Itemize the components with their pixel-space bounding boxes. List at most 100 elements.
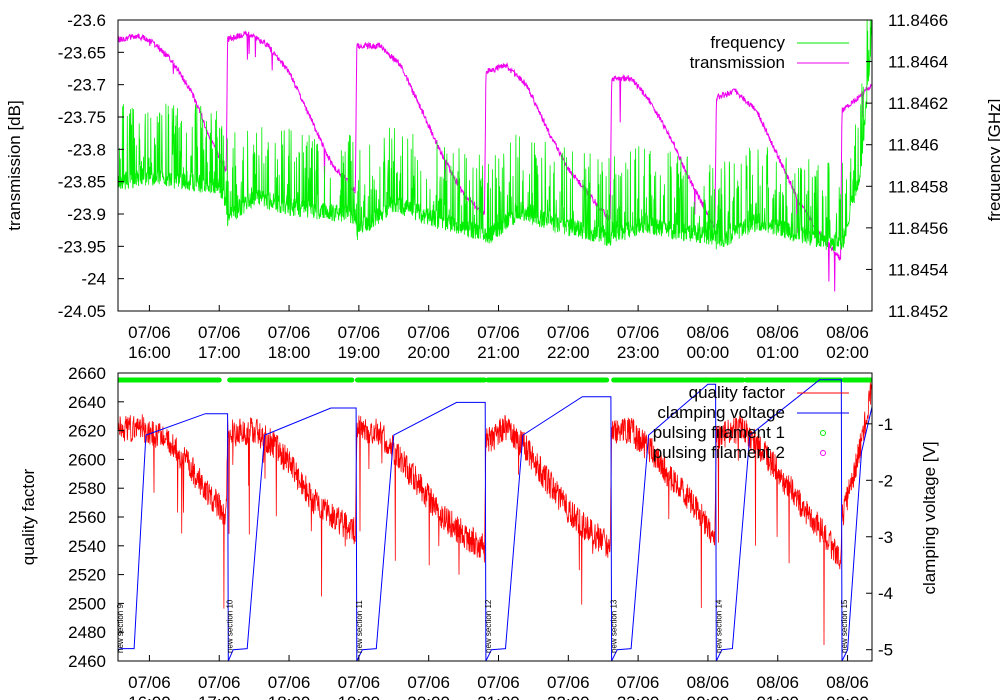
y2-tick-label: 11.8456: [888, 219, 948, 238]
y2-tick-label: 11.8458: [888, 177, 948, 196]
y-tick-label: 2520: [68, 566, 106, 585]
x-tick-date-label: 07/06: [198, 323, 241, 342]
y-tick-label: 2640: [68, 393, 106, 412]
y-tick-label: 2580: [68, 479, 106, 498]
x-tick-date-label: 07/06: [617, 673, 660, 692]
y-tick-label: 2620: [68, 422, 106, 441]
x-tick-date-label: 08/06: [826, 673, 869, 692]
y-axis-label: quality factor: [19, 468, 38, 565]
bottom-panel: new section 9 new section 10 new section 1…: [19, 364, 939, 700]
x-tick-time-label: 18:00: [268, 693, 311, 700]
y2-tick-label: -5: [878, 641, 893, 660]
y2-tick-label: 11.8462: [888, 94, 948, 113]
y2-tick-label: -2: [878, 471, 893, 490]
y-tick-label: -23.9: [67, 205, 106, 224]
y-tick-label: 2600: [68, 450, 106, 469]
x-tick-date-label: 08/06: [687, 323, 730, 342]
y-tick-label: 2460: [68, 652, 106, 671]
y2-tick-label: 11.8466: [888, 11, 948, 30]
clamping-voltage-series-line: [118, 379, 872, 661]
section-marker-label: new section 11: [355, 600, 364, 653]
x-tick-time-label: 17:00: [198, 343, 241, 362]
x-tick-time-label: 21:00: [477, 343, 520, 362]
x-tick-time-label: 22:00: [547, 693, 590, 700]
x-tick-date-label: 07/06: [338, 323, 381, 342]
x-tick-date-label: 07/06: [547, 323, 590, 342]
y-tick-label: -23.65: [58, 43, 106, 62]
x-tick-time-label: 21:00: [477, 693, 520, 700]
x-tick-date-label: 08/06: [756, 323, 799, 342]
y2-tick-label: 11.8464: [888, 53, 948, 72]
x-tick-date-label: 08/06: [826, 323, 869, 342]
y2-tick-label: 11.846: [888, 136, 939, 155]
y-tick-label: 2660: [68, 364, 106, 383]
section-marker-label: new section 10: [226, 599, 235, 653]
x-tick-time-label: 02:00: [826, 343, 869, 362]
x-tick-date-label: 07/06: [477, 673, 520, 692]
legend-label: frequency: [710, 33, 785, 52]
section-marker-label: new section 12: [484, 599, 493, 653]
y2-tick-label: -3: [878, 528, 893, 547]
x-tick-time-label: 00:00: [687, 343, 730, 362]
x-tick-date-label: 07/06: [198, 673, 241, 692]
x-tick-time-label: 01:00: [756, 693, 799, 700]
x-tick-date-label: 08/06: [756, 673, 799, 692]
x-tick-date-label: 07/06: [128, 323, 171, 342]
x-tick-time-label: 23:00: [617, 343, 660, 362]
x-tick-time-label: 17:00: [198, 693, 241, 700]
x-tick-date-label: 07/06: [407, 673, 450, 692]
x-tick-date-label: 07/06: [547, 673, 590, 692]
y2-axis-label: frequency [GHz]: [985, 99, 1000, 222]
legend-label: quality factor: [689, 383, 786, 402]
x-tick-time-label: 18:00: [268, 343, 311, 362]
y-tick-label: -23.95: [58, 237, 106, 256]
y-tick-label: 2560: [68, 508, 106, 527]
x-tick-date-label: 07/06: [617, 323, 660, 342]
section-marker-label: new section 9: [116, 604, 125, 653]
x-tick-date-label: 07/06: [407, 323, 450, 342]
x-tick-time-label: 20:00: [407, 693, 450, 700]
x-tick-time-label: 00:00: [687, 693, 730, 700]
legend-marker: [820, 430, 826, 436]
y2-tick-label: 11.8452: [888, 302, 948, 321]
legend-marker: [820, 450, 826, 456]
y2-tick-label: -1: [878, 415, 893, 434]
x-tick-date-label: 07/06: [128, 673, 171, 692]
top-panel: -23.6 -23.65 -23.7 -23.75 -23.8 -23.85 -23.9 -2…: [5, 11, 1000, 362]
section-marker-label: new section 14: [714, 599, 723, 653]
x-tick-time-label: 19:00: [338, 343, 381, 362]
x-tick-time-label: 23:00: [617, 693, 660, 700]
y-tick-label: -23.85: [58, 173, 106, 192]
transmission-series-line: [118, 30, 872, 292]
y-tick-label: 2540: [68, 537, 106, 556]
legend-label: pulsing filament 2: [653, 443, 785, 462]
y2-axis-label: clamping voltage [V]: [920, 441, 939, 594]
legend-label: clamping voltage: [657, 403, 785, 422]
x-tick-time-label: 02:00: [826, 693, 869, 700]
x-tick-time-label: 16:00: [128, 343, 171, 362]
quality-factor-series-line: [118, 382, 872, 646]
y-tick-label: -23.75: [58, 108, 106, 127]
top-plot-frame: [117, 19, 873, 312]
x-tick-time-label: 01:00: [756, 343, 799, 362]
legend-label: pulsing filament 1: [653, 423, 785, 442]
y2-tick-label: -4: [878, 584, 893, 603]
frequency-series-line: [118, 20, 872, 252]
x-tick-time-label: 19:00: [338, 693, 381, 700]
x-tick-time-label: 22:00: [547, 343, 590, 362]
x-tick-date-label: 07/06: [477, 323, 520, 342]
x-tick-time-label: 16:00: [128, 693, 171, 700]
y-tick-label: -24: [81, 270, 106, 289]
y2-tick-label: 11.8454: [888, 260, 948, 279]
x-tick-date-label: 07/06: [268, 323, 311, 342]
y-tick-label: -23.8: [67, 140, 106, 159]
y-tick-label: -23.6: [67, 11, 106, 30]
x-tick-date-label: 07/06: [338, 673, 381, 692]
y-tick-label: -23.7: [67, 76, 106, 95]
y-tick-label: 2500: [68, 594, 106, 613]
legend-label: transmission: [690, 53, 785, 72]
x-tick-time-label: 20:00: [407, 343, 450, 362]
